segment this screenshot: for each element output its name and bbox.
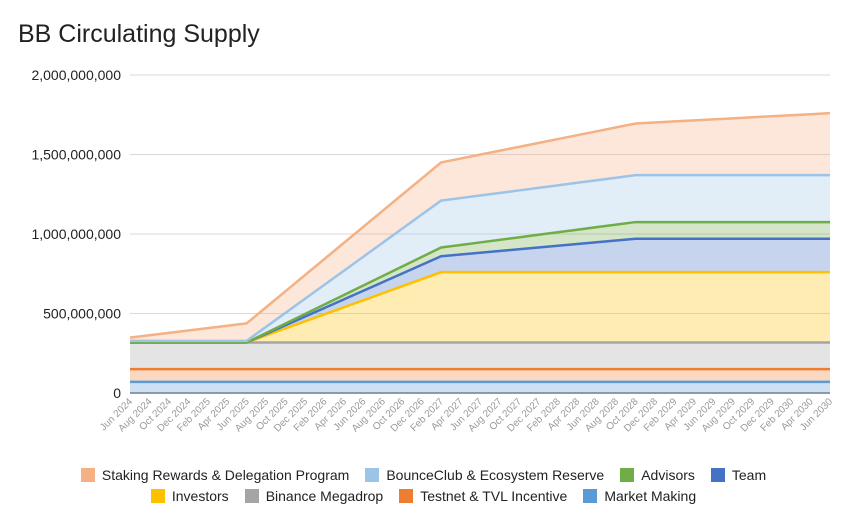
- y-tick-label: 0: [113, 385, 121, 401]
- line-series-6: [130, 173, 830, 343]
- legend-swatch: [244, 488, 259, 503]
- legend-label: BounceClub & Ecosystem Reserve: [386, 466, 605, 483]
- area-series-7: [130, 113, 830, 341]
- legend-row: Investors Binance Megadrop Testnet & TVL I…: [0, 485, 847, 506]
- legend-item: Staking Rewards & Delegation Program: [80, 466, 350, 483]
- legend-label: Team: [731, 466, 767, 483]
- area-series-5: [130, 222, 830, 343]
- legend-label: Testnet & TVL Incentive: [420, 487, 568, 504]
- y-tick-label: 1,000,000,000: [31, 226, 121, 242]
- area-series-4: [130, 238, 830, 343]
- area-series-3: [130, 272, 830, 343]
- area-series-6: [130, 175, 830, 343]
- legend-swatch: [620, 467, 635, 482]
- y-tick-label: 2,000,000,000: [31, 67, 121, 83]
- area-series-2: [130, 342, 830, 370]
- legend-swatch: [399, 488, 414, 503]
- legend-label: Binance Megadrop: [265, 487, 384, 504]
- legend-item: Market Making: [583, 488, 696, 504]
- legend-swatch: [583, 488, 598, 503]
- legend-label: Market Making: [604, 487, 697, 504]
- legend-label: Investors: [171, 487, 229, 504]
- legend-label: Advisors: [641, 466, 695, 483]
- area-layer: [130, 113, 830, 393]
- legend-swatch: [710, 467, 725, 482]
- line-series-5: [130, 220, 830, 344]
- area-series-1: [130, 369, 830, 382]
- chart-title: BB Circulating Supply: [18, 20, 260, 48]
- area-series-0: [130, 381, 830, 393]
- legend-row: Staking Rewards & Delegation Program Boun…: [0, 464, 847, 485]
- y-tick-label: 1,500,000,000: [31, 147, 121, 163]
- legend: Staking Rewards & Delegation Program Boun…: [0, 464, 847, 506]
- y-axis: 0 500,000,000 1,000,000,000 1,500,000,000 2,…: [31, 67, 121, 401]
- legend-item: Team: [710, 466, 767, 483]
- legend-label: Staking Rewards & Delegation Program: [101, 466, 350, 483]
- line-layer: [129, 111, 831, 384]
- legend-swatch: [80, 467, 95, 482]
- legend-item: Advisors: [620, 467, 695, 483]
- legend-item: Investors: [150, 487, 229, 504]
- legend-item: Binance Megadrop: [244, 487, 384, 504]
- y-tick-label: 500,000,000: [43, 306, 121, 322]
- legend-swatch: [365, 467, 380, 482]
- area-chart: 0 500,000,000 1,000,000,000 1,500,000,000 2,…: [31, 67, 835, 434]
- legend-item: Testnet & TVL Incentive: [399, 488, 567, 504]
- legend-swatch: [150, 488, 165, 503]
- line-series-7: [129, 111, 831, 339]
- legend-item: BounceClub & Ecosystem Reserve: [365, 467, 604, 483]
